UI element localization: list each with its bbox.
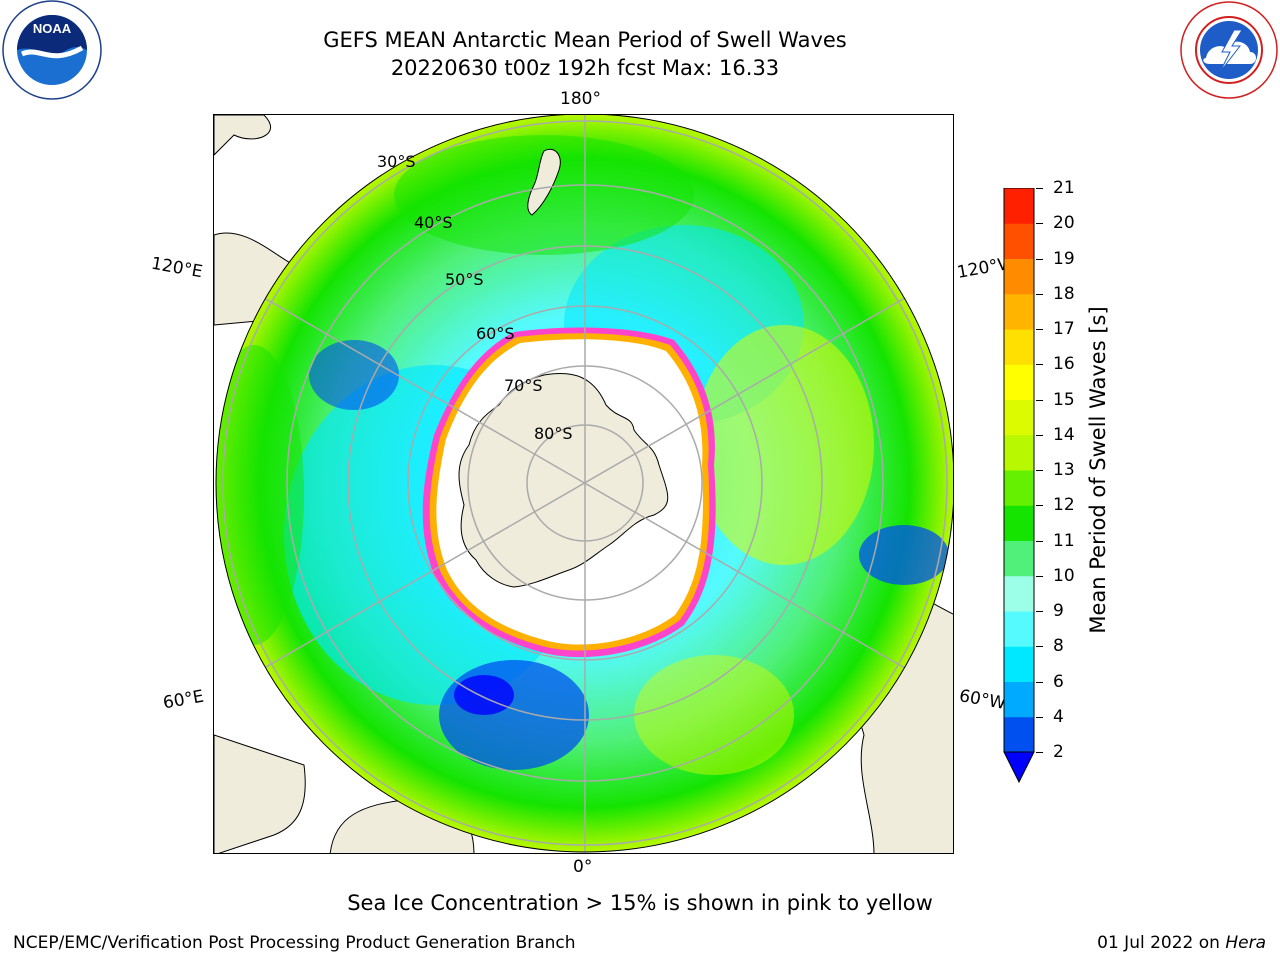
noaa-logo: NOAA [0, 0, 104, 100]
colorbar-segment [1004, 399, 1034, 436]
colorbar-tick-label: 20 [1053, 213, 1075, 234]
colorbar-tick-label: 18 [1053, 283, 1075, 304]
lat-label-40s: 40°S [414, 213, 453, 232]
colorbar-segment [1004, 434, 1034, 471]
colorbar-underflow-triangle [1003, 751, 1035, 784]
colorbar-tick-label: 6 [1053, 671, 1064, 692]
colorbar-tick-label: 11 [1053, 530, 1075, 551]
polar-map [214, 115, 953, 853]
colorbar-tick-mark [1036, 399, 1043, 401]
africa-land [214, 734, 306, 853]
colorbar-segment [1004, 716, 1034, 753]
colorbar-tick-label: 8 [1053, 636, 1064, 657]
colorbar-tick-label: 21 [1053, 178, 1075, 198]
colorbar-segment [1004, 188, 1034, 224]
colorbar-outline [1003, 187, 1035, 753]
colorbar [1002, 187, 1036, 788]
colorbar-tick-mark [1036, 646, 1043, 648]
colorbar-graphic [1003, 187, 1035, 784]
swell-region-low-period-3 [309, 340, 399, 410]
lon-label-120e: 120°E [149, 253, 205, 283]
colorbar-segment [1004, 681, 1034, 718]
colorbar-segment [1004, 470, 1034, 506]
colorbar-tick-label: 9 [1053, 601, 1064, 621]
colorbar-segment [1004, 505, 1034, 541]
colorbar-tick-mark [1036, 434, 1043, 436]
map-subtitle: 20220630 t00z 192h fcst Max: 16.33 [390, 56, 780, 80]
colorbar-segment [1004, 293, 1034, 330]
noaa-logo-text: NOAA [33, 21, 72, 36]
lat-label-60s: 60°S [476, 324, 515, 343]
colorbar-title: Mean Period of Swell Waves [s] [1086, 306, 1110, 634]
colorbar-segment [1004, 223, 1034, 259]
colorbar-tick-label: 2 [1053, 742, 1064, 762]
colorbar-tick-label: 19 [1053, 248, 1075, 269]
lon-label-180: 180° [560, 89, 601, 109]
colorbar-tick-label: 12 [1053, 495, 1075, 516]
swell-region-blue-drake [859, 525, 949, 585]
colorbar-tick-label: 4 [1053, 706, 1064, 727]
colorbar-tick-mark [1036, 188, 1043, 189]
lat-label-80s: 80°S [534, 424, 573, 443]
lat-label-30s: 30°S [377, 152, 416, 171]
colorbar-tick-mark [1036, 505, 1043, 507]
meridian-lines [216, 115, 953, 852]
colorbar-segment [1004, 611, 1034, 647]
colorbar-tick-mark [1036, 329, 1043, 330]
date-stamp: 01 Jul 2022 on Hera [1097, 933, 1266, 953]
swell-region-low-period-2 [454, 675, 514, 715]
colorbar-tick-label: 13 [1053, 460, 1075, 480]
colorbar-tick-label: 15 [1053, 389, 1075, 410]
map-title: GEFS MEAN Antarctic Mean Period of Swell… [323, 28, 847, 52]
noaa-logo-graphic: NOAA [2, 0, 102, 100]
antarctica-land [458, 373, 669, 588]
colorbar-segment [1004, 364, 1034, 400]
colorbar-segment [1004, 258, 1034, 295]
colorbar-tick-label: 16 [1053, 354, 1075, 375]
colorbar-segment [1004, 329, 1034, 365]
colorbar-segment [1004, 540, 1034, 577]
date-stamp-host: Hera [1225, 933, 1266, 953]
nws-logo-graphic [1180, 1, 1278, 99]
colorbar-tick-mark [1036, 223, 1043, 225]
colorbar-tick-mark [1036, 293, 1043, 295]
lon-label-60w: 60°W [957, 686, 1008, 714]
colorbar-segment [1004, 575, 1034, 612]
colorbar-tick-mark [1036, 470, 1043, 471]
credit-text: NCEP/EMC/Verification Post Processing Pr… [13, 933, 576, 953]
colorbar-tick-mark [1036, 752, 1043, 753]
swell-region-high-period-2 [634, 655, 794, 775]
colorbar-tick-mark [1036, 611, 1043, 612]
colorbar-tick-mark [1036, 575, 1043, 577]
new-zealand-land [527, 148, 561, 216]
colorbar-tick-label: 10 [1053, 565, 1075, 586]
map-panel: 30°S 40°S 50°S 60°S 70°S 80°S [213, 114, 954, 854]
colorbar-tick-mark [1036, 716, 1043, 718]
nws-logo [1178, 0, 1280, 100]
sea-ice-footnote: Sea Ice Concentration > 15% is shown in … [347, 891, 933, 915]
colorbar-tick-mark [1036, 540, 1043, 542]
colorbar-tick-mark [1036, 681, 1043, 683]
lat-label-50s: 50°S [445, 270, 484, 289]
swell-region-high-period [694, 325, 874, 565]
colorbar-segment [1004, 646, 1034, 682]
lon-label-60e: 60°E [161, 686, 206, 714]
colorbar-tick-mark [1036, 258, 1043, 260]
date-stamp-date: 01 Jul 2022 on [1097, 933, 1226, 953]
colorbar-tick-label: 14 [1053, 424, 1075, 445]
colorbar-tick-mark [1036, 364, 1043, 366]
lon-label-0: 0° [573, 857, 593, 877]
australia-land [214, 115, 271, 156]
lat-label-70s: 70°S [504, 376, 543, 395]
colorbar-tick-label: 17 [1053, 319, 1075, 339]
map-boundary-circle [215, 115, 953, 853]
